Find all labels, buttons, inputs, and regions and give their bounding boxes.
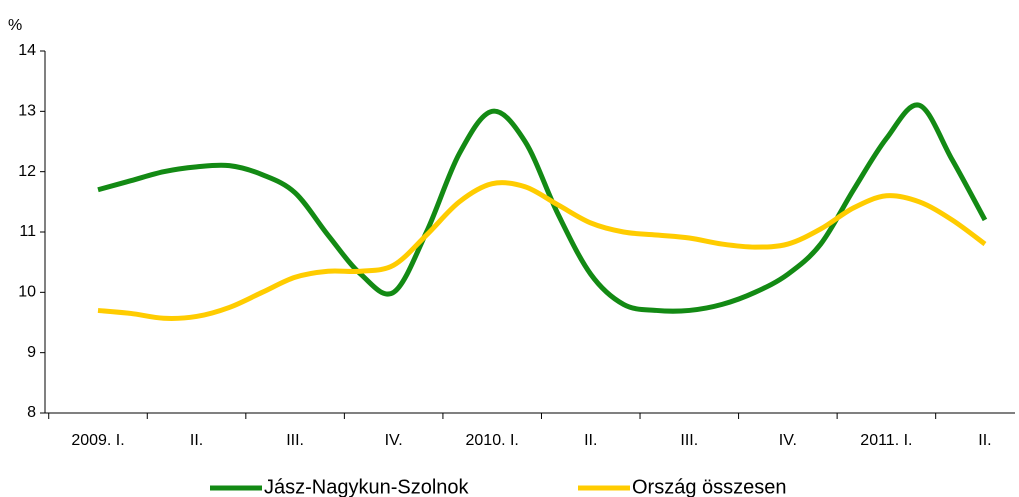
x-tick-label: 2011. I. <box>860 432 912 449</box>
y-tick-label: 10 <box>18 284 36 301</box>
y-tick-label: 13 <box>18 103 36 120</box>
legend-label: Jász-Nagykun-Szolnok <box>264 476 470 497</box>
x-tick-label: 2009. I. <box>71 432 124 449</box>
x-tick-label: III. <box>286 432 304 449</box>
y-tick-label: 8 <box>27 404 36 421</box>
x-tick-label: II. <box>978 432 991 449</box>
x-tick-label: III. <box>680 432 698 449</box>
y-tick-label: 14 <box>18 42 36 59</box>
y-tick-label: 9 <box>27 344 36 361</box>
x-tick-label: II. <box>584 432 597 449</box>
legend-label: Ország összesen <box>632 476 787 497</box>
series-line <box>97 102 988 314</box>
series-line <box>97 180 987 321</box>
y-tick-label: 11 <box>19 223 36 240</box>
y-tick-label: 12 <box>18 163 36 180</box>
x-tick-label: II. <box>190 432 203 449</box>
x-tick-label: IV. <box>779 432 797 449</box>
x-tick-label: 2010. I. <box>466 432 519 449</box>
x-tick-label: IV. <box>385 432 403 449</box>
y-axis-label: % <box>8 17 22 34</box>
